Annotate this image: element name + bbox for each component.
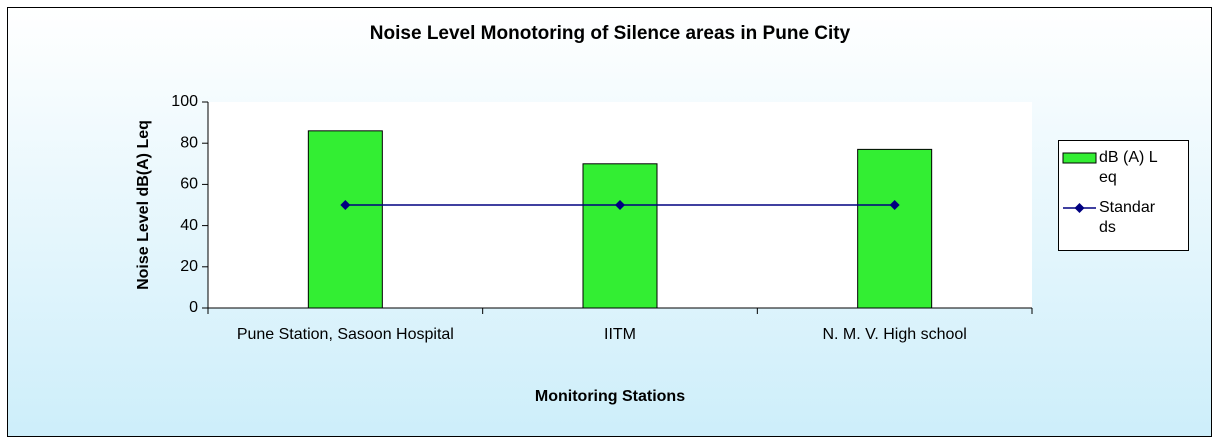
y-tick-label: 40 [180,217,198,234]
legend-box [1058,140,1189,251]
y-tick-label: 60 [180,176,198,193]
y-tick-label: 20 [180,258,198,275]
y-tick-label: 100 [171,93,198,110]
legend-label: Standards [1099,199,1156,236]
x-tick-label: IITM [604,326,636,343]
bar [582,163,658,309]
x-axis-title: Monitoring Stations [535,388,685,405]
x-tick-label: Pune Station, Sasoon Hospital [236,326,454,343]
marker [340,200,351,210]
legend-swatch [1062,152,1097,164]
x-tick-label: N. M. V. High school [822,326,967,343]
legend-marker [1074,203,1085,213]
legend-label: dB (A) Leq [1099,149,1158,186]
y-axis-title: Noise Level dB(A) Leq [135,120,152,290]
y-tick-label: 0 [189,299,198,316]
y-tick-label: 80 [180,134,198,151]
marker [615,200,625,210]
bar [307,130,383,309]
bar [857,148,933,309]
chart-title: Noise Level Monotoring of Silence areas … [370,23,851,44]
marker [889,200,900,210]
